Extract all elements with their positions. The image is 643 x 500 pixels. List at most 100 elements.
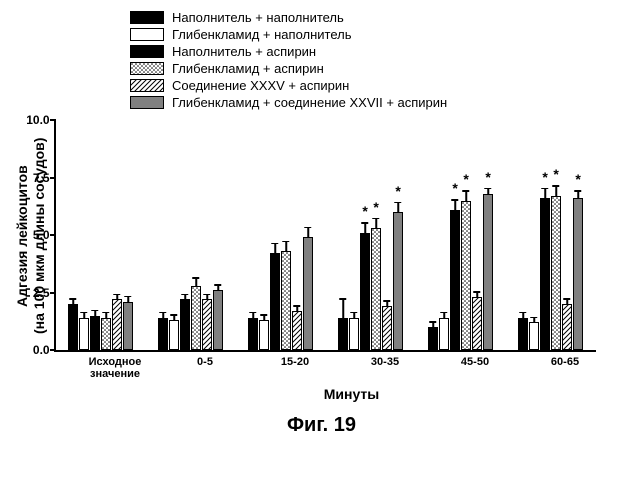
y-tick-label: 0.0 bbox=[16, 343, 50, 357]
legend-label: Глибенкламид + соединение XXVII + аспири… bbox=[172, 95, 447, 110]
error-bar bbox=[217, 284, 219, 291]
legend-swatch bbox=[130, 79, 164, 92]
bar: * bbox=[573, 198, 583, 350]
error-bar bbox=[116, 294, 118, 301]
bar bbox=[292, 311, 302, 350]
legend-label: Наполнитель + наполнитель bbox=[172, 10, 344, 25]
legend-item: Наполнитель + наполнитель bbox=[130, 10, 633, 25]
x-tick-labels: Исходноезначение 0-5 15-20 30-35 45-50 60-65 bbox=[70, 356, 610, 380]
bar: * bbox=[371, 228, 381, 350]
error-bar bbox=[307, 227, 309, 239]
bar bbox=[213, 290, 223, 350]
legend-item: Глибенкламид + наполнитель bbox=[130, 27, 633, 42]
significance-star: * bbox=[362, 204, 367, 218]
bar bbox=[180, 299, 190, 350]
error-bar bbox=[375, 218, 377, 230]
error-bar bbox=[364, 222, 366, 234]
error-bar bbox=[386, 300, 388, 307]
y-tick-label: 2.5 bbox=[16, 286, 50, 300]
legend-label: Соединение XXXV + аспирин bbox=[172, 78, 349, 93]
y-tick-mark bbox=[50, 177, 56, 179]
error-bar bbox=[342, 298, 344, 319]
error-bar bbox=[432, 321, 434, 328]
legend-swatch bbox=[130, 11, 164, 24]
bar bbox=[518, 318, 528, 350]
error-bar bbox=[487, 188, 489, 195]
chart-area: Адгезия лейкоцитов (на 100 мкм длины сос… bbox=[10, 120, 633, 352]
bar: * bbox=[461, 201, 471, 351]
bar bbox=[303, 237, 313, 350]
error-bar bbox=[173, 314, 175, 321]
legend-swatch bbox=[130, 96, 164, 109]
error-bar bbox=[127, 296, 129, 303]
error-bar bbox=[544, 188, 546, 200]
y-tick-mark bbox=[50, 119, 56, 121]
legend-label: Наполнитель + аспирин bbox=[172, 44, 316, 59]
legend-swatch bbox=[130, 62, 164, 75]
significance-star: * bbox=[452, 181, 457, 195]
bar-group bbox=[248, 237, 313, 350]
x-tick-label: 45-50 bbox=[435, 356, 515, 380]
error-bar bbox=[94, 310, 96, 317]
significance-star: * bbox=[553, 167, 558, 181]
error-bar bbox=[162, 312, 164, 319]
bar bbox=[112, 299, 122, 350]
bar-group: *** bbox=[338, 212, 403, 350]
legend-item: Глибенкламид + аспирин bbox=[130, 61, 633, 76]
bar bbox=[248, 318, 258, 350]
error-bar bbox=[83, 312, 85, 319]
bar bbox=[90, 316, 100, 351]
bar bbox=[281, 251, 291, 350]
error-bar bbox=[263, 314, 265, 321]
error-bar bbox=[454, 199, 456, 211]
bar bbox=[349, 318, 359, 350]
bar bbox=[68, 304, 78, 350]
legend: Наполнитель + наполнитель Глибенкламид + … bbox=[130, 10, 633, 110]
error-bar bbox=[72, 298, 74, 305]
legend-label: Глибенкламид + аспирин bbox=[172, 61, 324, 76]
legend-item: Глибенкламид + соединение XXVII + аспири… bbox=[130, 95, 633, 110]
y-tick-mark bbox=[50, 292, 56, 294]
error-bar bbox=[397, 202, 399, 214]
x-axis-label: Минуты bbox=[70, 386, 633, 402]
error-bar bbox=[577, 190, 579, 199]
y-tick-label: 7.5 bbox=[16, 171, 50, 185]
bar bbox=[123, 302, 133, 350]
legend-item: Соединение XXXV + аспирин bbox=[130, 78, 633, 93]
bar: * bbox=[393, 212, 403, 350]
legend-swatch bbox=[130, 28, 164, 41]
bar-group bbox=[158, 286, 223, 350]
x-tick-label: 60-65 bbox=[525, 356, 605, 380]
significance-star: * bbox=[395, 184, 400, 198]
plot: ********* 0.02.55.07.510.0 bbox=[54, 120, 596, 352]
bar bbox=[169, 320, 179, 350]
bar: * bbox=[450, 210, 460, 350]
x-tick-label: 0-5 bbox=[165, 356, 245, 380]
error-bar bbox=[296, 305, 298, 312]
bar bbox=[202, 299, 212, 350]
error-bar bbox=[465, 190, 467, 202]
bar bbox=[439, 318, 449, 350]
legend-swatch bbox=[130, 45, 164, 58]
error-bar bbox=[555, 185, 557, 197]
significance-star: * bbox=[485, 170, 490, 184]
y-tick-label: 5.0 bbox=[16, 228, 50, 242]
error-bar bbox=[252, 312, 254, 319]
bar: * bbox=[483, 194, 493, 350]
bar: * bbox=[551, 196, 561, 350]
error-bar bbox=[476, 291, 478, 298]
bar bbox=[158, 318, 168, 350]
significance-star: * bbox=[542, 170, 547, 184]
x-tick-label: 15-20 bbox=[255, 356, 335, 380]
figure-label: Фиг. 19 bbox=[10, 414, 633, 437]
bar bbox=[79, 318, 89, 350]
bar bbox=[428, 327, 438, 350]
bar bbox=[270, 253, 280, 350]
bar bbox=[101, 318, 111, 350]
x-tick-label: Исходноезначение bbox=[75, 356, 155, 380]
error-bar bbox=[353, 312, 355, 319]
bar bbox=[472, 297, 482, 350]
x-tick-label: 30-35 bbox=[345, 356, 425, 380]
error-bar bbox=[206, 294, 208, 301]
bar bbox=[529, 322, 539, 350]
